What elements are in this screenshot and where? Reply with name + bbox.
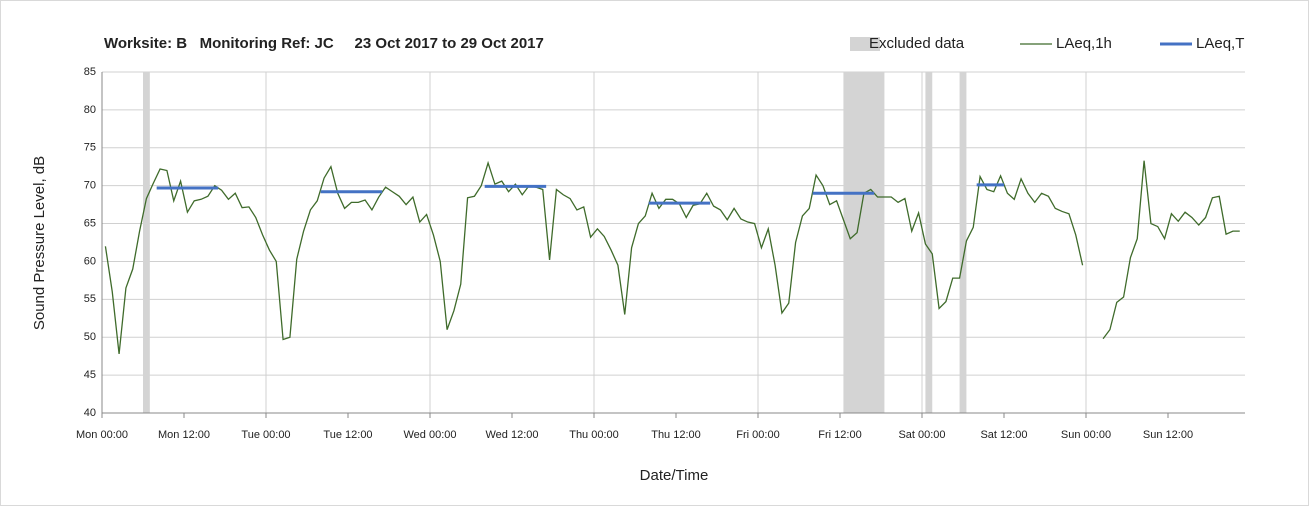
legend-label: Excluded data	[869, 35, 965, 52]
excluded-band	[843, 72, 885, 413]
x-tick-label: Sun 00:00	[1061, 429, 1111, 441]
excluded-band	[959, 72, 967, 413]
legend-label: LAeq,1h	[1056, 35, 1112, 52]
x-tick-label: Mon 12:00	[158, 429, 210, 441]
y-tick-label: 40	[84, 407, 96, 419]
x-tick-label: Fri 12:00	[818, 429, 861, 441]
chart-title: Worksite: B Monitoring Ref: JC 23 Oct 20…	[104, 35, 544, 52]
x-tick-label: Tue 12:00	[323, 429, 372, 441]
y-tick-label: 60	[84, 255, 96, 267]
y-tick-label: 75	[84, 142, 96, 154]
x-tick-label: Thu 12:00	[651, 429, 701, 441]
x-tick-label: Tue 00:00	[241, 429, 290, 441]
y-tick-label: 80	[84, 104, 96, 116]
x-tick-label: Sat 00:00	[898, 429, 945, 441]
x-tick-label: Sun 12:00	[1143, 429, 1193, 441]
x-tick-label: Mon 00:00	[76, 429, 128, 441]
legend-label: LAeq,T	[1196, 35, 1244, 52]
y-tick-label: 55	[84, 293, 96, 305]
y-tick-label: 45	[84, 369, 96, 381]
y-tick-label: 65	[84, 217, 96, 229]
x-tick-label: Wed 00:00	[403, 429, 456, 441]
y-axis-label: Sound Pressure Level, dB	[31, 156, 48, 330]
x-tick-label: Wed 12:00	[485, 429, 538, 441]
y-tick-label: 85	[84, 66, 96, 78]
y-tick-label: 50	[84, 331, 96, 343]
data-line	[104, 160, 1240, 354]
x-tick-label: Thu 00:00	[569, 429, 619, 441]
y-tick-label: 70	[84, 180, 96, 192]
x-tick-label: Sat 12:00	[980, 429, 1027, 441]
x-tick-label: Fri 00:00	[736, 429, 779, 441]
excluded-band	[925, 72, 933, 413]
x-axis-label: Date/Time	[640, 467, 709, 484]
excluded-band	[143, 72, 150, 413]
legend-swatch	[850, 37, 880, 51]
